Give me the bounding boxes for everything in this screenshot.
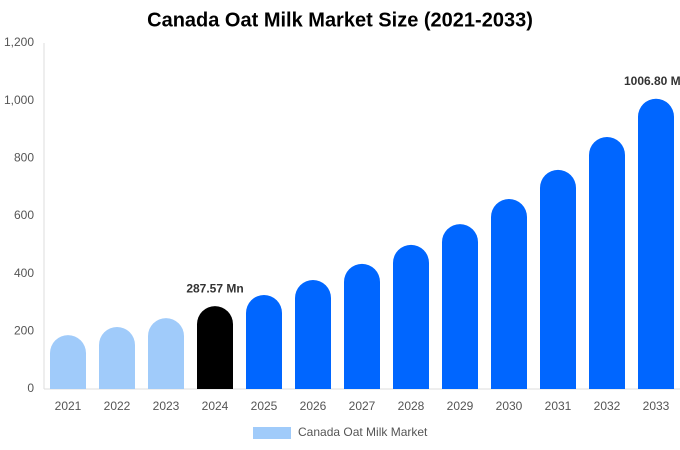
bar <box>246 295 282 389</box>
bar <box>638 98 674 390</box>
bar <box>50 335 86 389</box>
y-tick-label: 400 <box>14 266 34 280</box>
x-tick-label: 2024 <box>202 399 229 413</box>
y-tick-label: 200 <box>14 324 34 338</box>
x-tick-label: 2030 <box>496 399 523 413</box>
x-tick-label: 2029 <box>447 399 474 413</box>
bar <box>589 136 625 389</box>
bar <box>295 280 331 389</box>
x-tick-label: 2022 <box>104 399 131 413</box>
x-tick-label: 2026 <box>300 399 327 413</box>
legend-swatch <box>253 427 291 439</box>
y-tick-label: 1,000 <box>4 93 34 107</box>
x-tick-label: 2025 <box>251 399 278 413</box>
y-tick-label: 1,200 <box>4 35 34 49</box>
bar <box>491 198 527 389</box>
x-tick-label: 2032 <box>594 399 621 413</box>
x-tick-label: 2021 <box>55 399 82 413</box>
y-tick-label: 800 <box>14 151 34 165</box>
bar <box>197 306 233 389</box>
value-label: 287.57 Mn <box>186 281 243 295</box>
chart-title: Canada Oat Milk Market Size (2021-2033) <box>147 9 533 31</box>
bar <box>99 327 135 389</box>
bar <box>148 318 184 389</box>
x-tick-label: 2033 <box>643 399 670 413</box>
y-tick-label: 0 <box>27 381 34 395</box>
x-tick-label: 2023 <box>153 399 180 413</box>
value-label: 1006.80 Mn <box>624 74 680 88</box>
bar <box>344 263 380 389</box>
x-tick-label: 2027 <box>349 399 376 413</box>
legend-label: Canada Oat Milk Market <box>298 425 428 439</box>
bar <box>540 169 576 389</box>
y-tick-label: 600 <box>14 208 34 222</box>
x-tick-label: 2028 <box>398 399 425 413</box>
bar <box>393 244 429 389</box>
bar <box>442 224 478 389</box>
x-tick-label: 2031 <box>545 399 572 413</box>
